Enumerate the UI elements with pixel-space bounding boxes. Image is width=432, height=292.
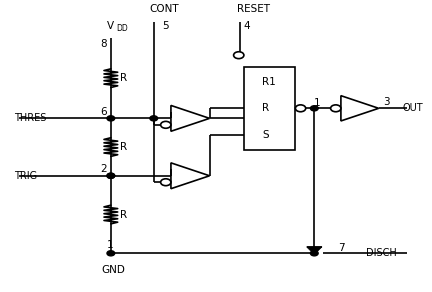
Circle shape — [107, 173, 115, 178]
Text: 7: 7 — [338, 243, 345, 253]
Text: THRES: THRES — [14, 113, 47, 123]
Bar — [244, 67, 295, 150]
Circle shape — [107, 173, 115, 178]
Text: 3: 3 — [383, 97, 390, 107]
Text: 1: 1 — [314, 98, 320, 107]
Text: V: V — [107, 21, 114, 31]
Circle shape — [107, 116, 115, 121]
Polygon shape — [307, 247, 322, 255]
Text: R: R — [120, 142, 127, 152]
Text: 4: 4 — [244, 21, 251, 31]
Text: 1: 1 — [106, 240, 113, 251]
Text: 2: 2 — [100, 164, 107, 174]
Circle shape — [234, 52, 244, 59]
Circle shape — [295, 105, 306, 112]
Circle shape — [161, 179, 171, 186]
Circle shape — [311, 251, 318, 256]
Text: R: R — [262, 103, 269, 113]
Text: R: R — [120, 210, 127, 220]
Text: DD: DD — [116, 24, 128, 33]
Text: 8: 8 — [100, 39, 107, 49]
Text: DISCH: DISCH — [366, 248, 397, 258]
Text: RESET: RESET — [238, 4, 270, 13]
Text: R: R — [120, 73, 127, 83]
Text: 5: 5 — [162, 21, 169, 31]
Circle shape — [161, 121, 171, 128]
Text: GND: GND — [101, 265, 125, 275]
Text: S: S — [262, 130, 269, 140]
Circle shape — [107, 251, 115, 256]
Text: R1: R1 — [262, 77, 276, 87]
Text: TRIG: TRIG — [14, 171, 38, 181]
Text: OUT: OUT — [402, 103, 423, 113]
Text: 6: 6 — [100, 107, 107, 117]
Circle shape — [330, 105, 341, 112]
Circle shape — [150, 116, 158, 121]
Text: CONT: CONT — [149, 4, 179, 13]
Circle shape — [311, 106, 318, 111]
